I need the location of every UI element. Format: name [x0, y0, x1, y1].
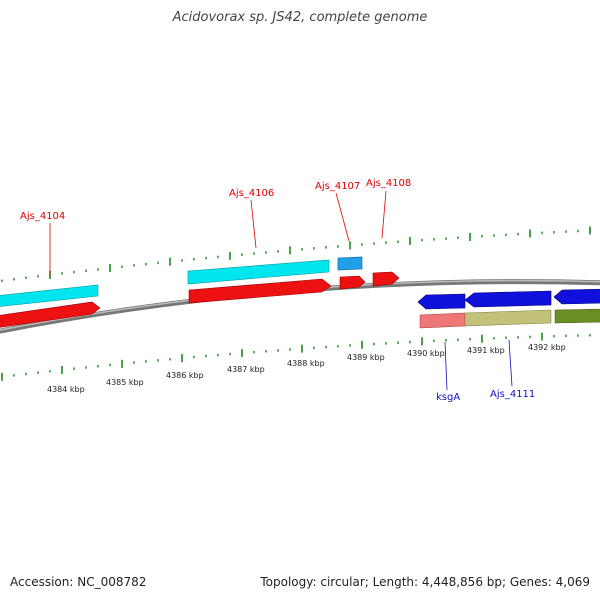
gene-arrow-Ajs_4107[interactable]	[339, 275, 366, 290]
gene-label-ksgA[interactable]: ksgA	[436, 392, 460, 403]
red-stub	[0, 316, 2, 319]
kbp-label: 4388 kbp	[287, 359, 325, 368]
gene-label-Ajs_4106[interactable]: Ajs_4106	[229, 188, 274, 199]
kbp-label: 4392 kbp	[528, 343, 566, 352]
gene-arrow-Ajs_4111[interactable]	[464, 290, 552, 308]
forward-tick-marks	[1, 226, 591, 283]
map-title: Acidovorax sp. JS42, complete genome	[172, 10, 428, 25]
gene-arrow-Ajs_4104[interactable]	[0, 301, 101, 328]
reverse-tick-marks	[1, 332, 591, 381]
cyan-feature-bar	[0, 284, 99, 307]
olive-feature-bar	[554, 308, 600, 324]
gene-label-Ajs_4111[interactable]: Ajs_4111	[490, 389, 535, 400]
olive-feature-bar	[464, 309, 552, 327]
gene-arrow-Ajs_4108[interactable]	[372, 271, 400, 287]
kbp-label: 4387 kbp	[227, 365, 265, 374]
kbp-label: 4384 kbp	[47, 385, 85, 394]
gene-label-Ajs_4108[interactable]: Ajs_4108	[366, 178, 411, 189]
kbp-label: 4386 kbp	[166, 371, 204, 380]
gene-label-Ajs_4104[interactable]: Ajs_4104	[20, 211, 65, 222]
accession-text: Accession: NC_008782	[10, 575, 147, 589]
gene-arrow-Ajs_4106[interactable]	[188, 278, 332, 304]
kbp-scale: 4384 kbp 4385 kbp 4386 kbp 4387 kbp 4388…	[47, 343, 566, 394]
pink-feature-bar	[419, 312, 466, 329]
kbp-label: 4385 kbp	[106, 378, 144, 387]
gene-label-Ajs_4107[interactable]: Ajs_4107	[315, 181, 360, 192]
kbp-label: 4390 kbp	[407, 349, 445, 358]
kbp-label: 4389 kbp	[347, 353, 385, 362]
gene-arrow-unlabeled[interactable]	[553, 288, 600, 305]
cyan-feature-bar	[187, 259, 330, 285]
genome-summary-text: Topology: circular; Length: 4,448,856 bp…	[260, 575, 590, 589]
kbp-label: 4391 kbp	[467, 346, 505, 355]
gene-arrow-ksgA[interactable]	[417, 293, 466, 310]
sky-feature-bar	[337, 256, 363, 271]
